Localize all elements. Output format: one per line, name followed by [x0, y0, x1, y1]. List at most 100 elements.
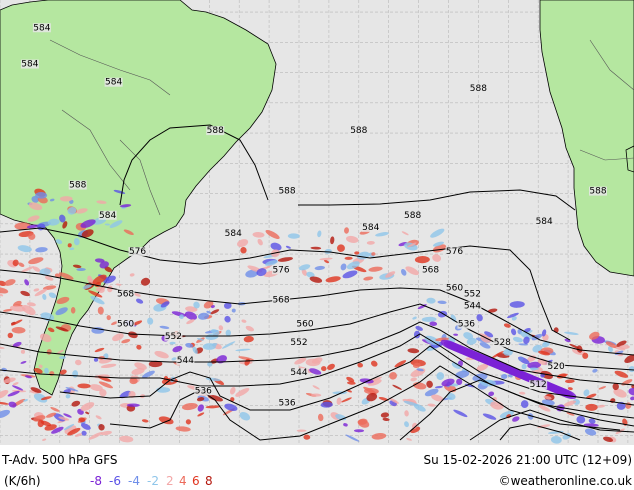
warm-advection-area	[257, 238, 263, 246]
cold-advection-area	[550, 436, 562, 444]
cold-advection-area	[484, 331, 494, 338]
cold-advection-area	[142, 370, 155, 378]
cold-advection-area	[80, 423, 91, 430]
cold-advection-area	[265, 260, 278, 266]
cold-advection-area	[340, 263, 347, 271]
contour-568	[0, 303, 634, 371]
warm-advection-area	[537, 358, 549, 366]
warm-advection-area	[603, 436, 614, 442]
warm-advection-area	[26, 302, 36, 307]
border-line	[49, 39, 171, 96]
warm-advection-area	[336, 397, 342, 405]
warm-advection-area	[612, 383, 619, 391]
cold-advection-area	[126, 403, 140, 407]
warm-advection-area	[567, 387, 573, 391]
warm-advection-area	[491, 351, 504, 359]
contour-label-bg	[272, 265, 291, 275]
contour-528	[399, 379, 634, 441]
contour-label: 552	[464, 289, 481, 299]
warm-advection-area	[9, 305, 26, 312]
color-legend: -8 -6 -4 -2 2 4 6 8	[90, 474, 213, 488]
warm-advection-area	[70, 307, 76, 314]
cold-advection-area	[0, 409, 11, 418]
warm-advection-area	[327, 363, 335, 371]
cold-advection-area	[104, 223, 110, 226]
warm-advection-area	[28, 202, 43, 211]
warm-advection-area	[431, 394, 444, 402]
cold-advection-area	[59, 356, 67, 359]
contour-label-bg	[445, 283, 464, 293]
cold-advection-area	[542, 341, 548, 345]
cold-advection-area	[202, 343, 216, 350]
cold-advection-area	[81, 430, 87, 436]
cold-advection-area	[196, 337, 204, 341]
warm-advection-area	[546, 394, 552, 397]
cold-advection-area	[398, 242, 408, 247]
warm-advection-area	[100, 430, 112, 436]
warm-advection-area	[357, 362, 363, 368]
cold-advection-area	[436, 372, 445, 380]
cold-advection-area	[529, 367, 540, 370]
contour-labels: 584 584 584 588 588 588 588 588 584 588 588 584 584 5…	[20, 23, 607, 408]
warm-advection-area	[158, 416, 174, 425]
contour-label-bg	[547, 362, 566, 372]
warm-advection-area	[245, 325, 255, 332]
cold-advection-area	[171, 357, 177, 361]
product-title: T-Adv. 500 hPa GFS	[1, 453, 118, 467]
contour-label-bg	[403, 210, 422, 220]
warm-advection-area	[112, 333, 124, 342]
warm-advection-area	[492, 397, 497, 401]
warm-advection-area	[154, 351, 169, 359]
cold-advection-area	[69, 247, 75, 251]
legend-value: 6	[192, 474, 200, 488]
warm-advection-area	[406, 438, 412, 441]
cold-advection-area	[430, 228, 445, 238]
warm-advection-area	[34, 288, 48, 297]
contour-label-bg	[128, 247, 147, 257]
cold-advection-area	[63, 413, 72, 418]
contour-label-bg	[535, 216, 554, 226]
cold-advection-area	[24, 375, 32, 379]
warm-advection-area	[309, 276, 323, 283]
contour-label-bg	[224, 228, 243, 238]
credit-link[interactable]: ©weatheronline.co.uk	[499, 474, 632, 488]
cold-advection-area	[136, 298, 144, 304]
warm-advection-area	[129, 377, 138, 385]
warm-advection-area	[45, 412, 57, 418]
units-label: (K/6h)	[4, 474, 41, 488]
warm-advection-area	[47, 327, 55, 333]
warm-advection-area	[12, 259, 19, 267]
warm-advection-area	[27, 215, 40, 222]
footer-background	[0, 445, 634, 490]
warm-advection-area	[185, 306, 198, 312]
cold-advection-area	[512, 416, 520, 422]
cold-advection-area	[160, 301, 170, 308]
contour-label: 588	[404, 211, 421, 221]
warm-advection-area	[75, 359, 82, 366]
warm-advection-area	[252, 231, 265, 238]
contour-label: 568	[272, 296, 289, 306]
warm-advection-area	[337, 244, 345, 252]
contour-label-bg	[361, 222, 380, 232]
warm-advection-area	[2, 308, 13, 312]
warm-advection-area	[380, 412, 389, 418]
warm-advection-area	[401, 231, 409, 236]
warm-advection-area	[310, 393, 322, 397]
cold-advection-area	[314, 265, 326, 271]
cold-advection-area	[532, 344, 543, 353]
cold-advection-area	[466, 337, 477, 345]
border-line	[119, 139, 161, 216]
cold-advection-area	[441, 378, 455, 387]
warm-advection-area	[586, 393, 597, 399]
warm-advection-area	[325, 276, 341, 283]
country-borders	[49, 39, 634, 216]
cold-advection-area	[270, 242, 282, 251]
cold-advection-area	[583, 423, 599, 427]
warm-advection-area	[132, 320, 143, 326]
contour-label-bg	[290, 337, 308, 347]
cold-advection-area	[210, 329, 220, 335]
cold-advection-area	[206, 310, 212, 314]
warm-advection-area	[597, 404, 606, 408]
warm-advection-area	[67, 243, 72, 248]
warm-advection-area	[218, 325, 224, 331]
